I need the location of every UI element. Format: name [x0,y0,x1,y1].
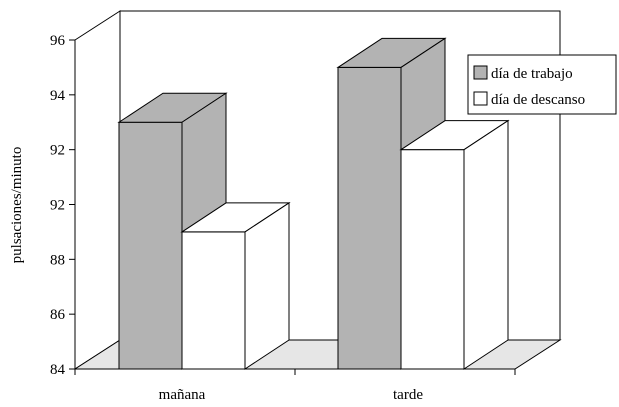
y-tick-label: 92 [50,198,65,214]
y-tick-label: 92 [50,143,65,159]
bar-side-face [463,119,509,370]
bar-front-face [337,66,402,370]
bar-front-face [118,121,183,370]
y-tick-label: 88 [50,252,65,268]
x-tick-label: mañana [159,387,206,403]
legend-swatch [473,91,488,106]
y-tick-label: 86 [50,307,66,323]
y-tick-label: 94 [50,88,66,104]
bar [180,201,291,370]
legend-entry: día de descanso [491,92,585,108]
x-tick-label: tarde [393,387,423,403]
bar-side-face [244,201,290,370]
legend-swatch [473,65,488,80]
bar-front-face [400,149,465,370]
legend: día de trabajo día de descanso [467,54,617,115]
y-tick-label: 84 [50,362,66,378]
bar [399,119,510,370]
y-tick-label: 96 [50,33,66,49]
legend-box [467,54,617,115]
side-wall [74,10,121,370]
y-axis-label: pulsaciones/minuto [9,147,25,264]
legend-entry: día de trabajo [491,66,573,82]
bar-front-face [181,231,246,370]
